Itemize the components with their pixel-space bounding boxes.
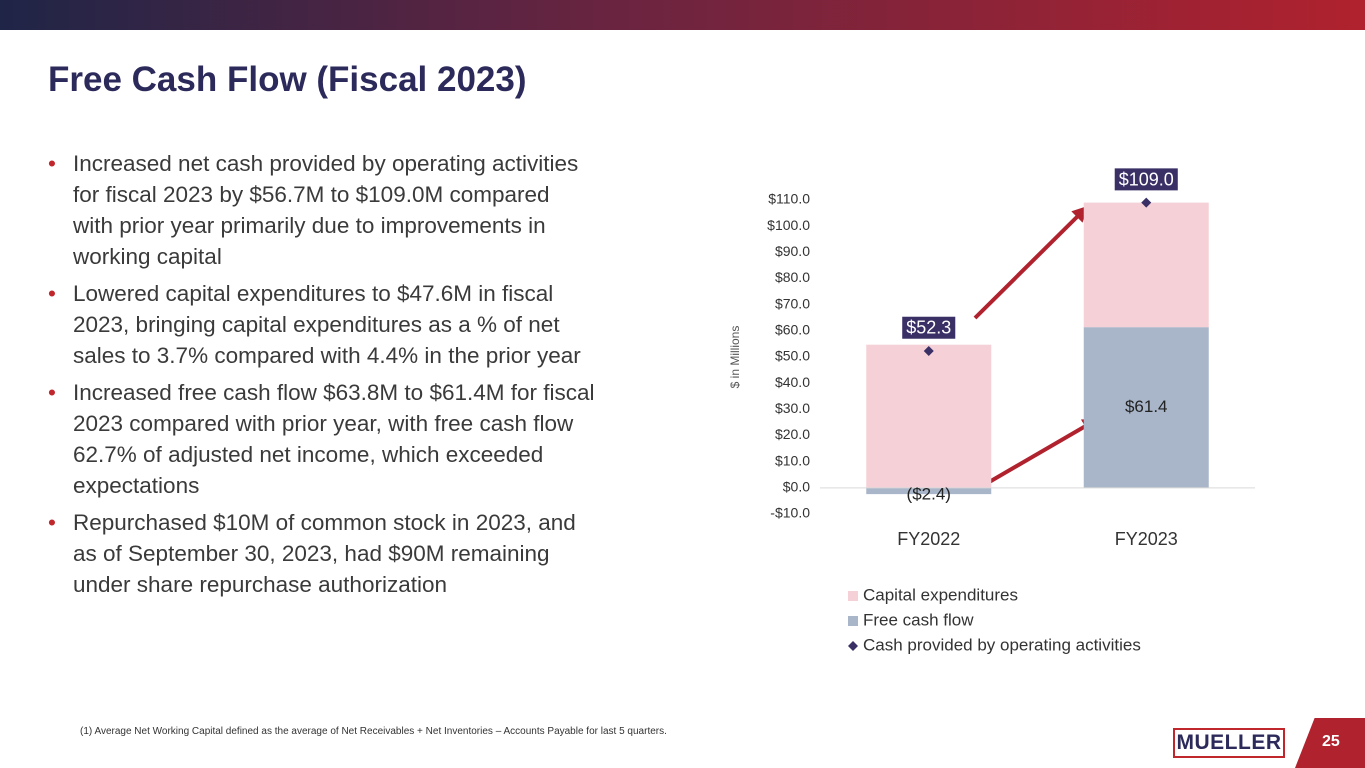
bar-segment [1083,202,1209,328]
bar-segment [1083,327,1209,488]
bullet: Increased free cash flow $63.8M to $61.4… [48,377,595,501]
y-tick-label: $40.0 [775,374,810,390]
y-tick-label: $50.0 [775,348,810,364]
y-tick-label: $60.0 [775,322,810,338]
bullet: Increased net cash provided by operating… [48,148,595,272]
legend-label: Cash provided by operating activities [863,635,1141,654]
bullet-list: Increased net cash provided by operating… [48,148,595,606]
x-tick-label: FY2022 [897,529,960,549]
y-tick-label: $70.0 [775,295,810,311]
bullet-line: 2023, bringing capital expenditures as a… [73,312,560,337]
page-number: 25 [1322,733,1340,750]
bullet-line: Lowered capital expenditures to $47.6M i… [73,281,554,306]
bullet-line: under share repurchase authorization [73,572,447,597]
marker [1141,197,1152,208]
y-tick-label: -$10.0 [770,505,810,521]
bullet-line: as of September 30, 2023, had $90M remai… [73,541,550,566]
label-box [1114,168,1178,191]
bullet-line: Increased free cash flow $63.8M to $61.4… [73,380,595,405]
bullet: Lowered capital expenditures to $47.6M i… [48,278,595,371]
footnote: (1) Average Net Working Capital defined … [80,726,667,737]
logo: MUELLER [1173,728,1285,758]
y-tick-label: $110.0 [768,191,810,207]
bar-segment [866,344,992,488]
bullet-line: expectations [73,473,200,498]
slide-title: Free Cash Flow (Fiscal 2023) [48,60,527,99]
legend-swatch [848,641,858,651]
y-tick-label: $0.0 [783,479,810,495]
data-label: $61.4 [1125,397,1168,416]
data-label: $109.0 [1119,169,1174,189]
y-tick-label: $10.0 [775,452,810,468]
legend-label: Capital expenditures [863,585,1018,604]
x-tick-label: FY2023 [1115,529,1178,549]
legend-label: Free cash flow [863,610,974,629]
bullet-line: Repurchased $10M of common stock in 2023… [73,510,576,535]
bullet-line: for fiscal 2023 by $56.7M to $109.0M com… [73,182,550,207]
bullet-line: Increased net cash provided by operating… [73,151,579,176]
y-tick-label: $90.0 [775,243,810,259]
label-box [902,316,956,339]
bullet-line: working capital [73,244,222,269]
data-label: ($2.4) [907,484,951,503]
y-axis-label: $ in Millions [728,326,742,389]
y-tick-label: $20.0 [775,426,810,442]
y-tick-label: $30.0 [775,400,810,416]
bullet-line: with prior year primarily due to improve… [73,213,546,238]
legend-swatch [848,616,858,626]
bullet-line: sales to 3.7% compared with 4.4% in the … [73,343,581,368]
arrow [973,205,1089,320]
arrow [970,418,1099,494]
y-tick-label: $80.0 [775,269,810,285]
header-bar [0,0,1365,30]
marker [923,345,934,356]
bar-segment [866,487,992,495]
bullet-line: 2023 compared with prior year, with free… [73,411,574,436]
bullet: Repurchased $10M of common stock in 2023… [48,507,595,600]
legend-swatch [848,591,858,601]
y-tick-label: $100.0 [767,217,810,233]
data-label: $52.3 [906,318,951,338]
bullet-line: 62.7% of adjusted net income, which exce… [73,442,544,467]
